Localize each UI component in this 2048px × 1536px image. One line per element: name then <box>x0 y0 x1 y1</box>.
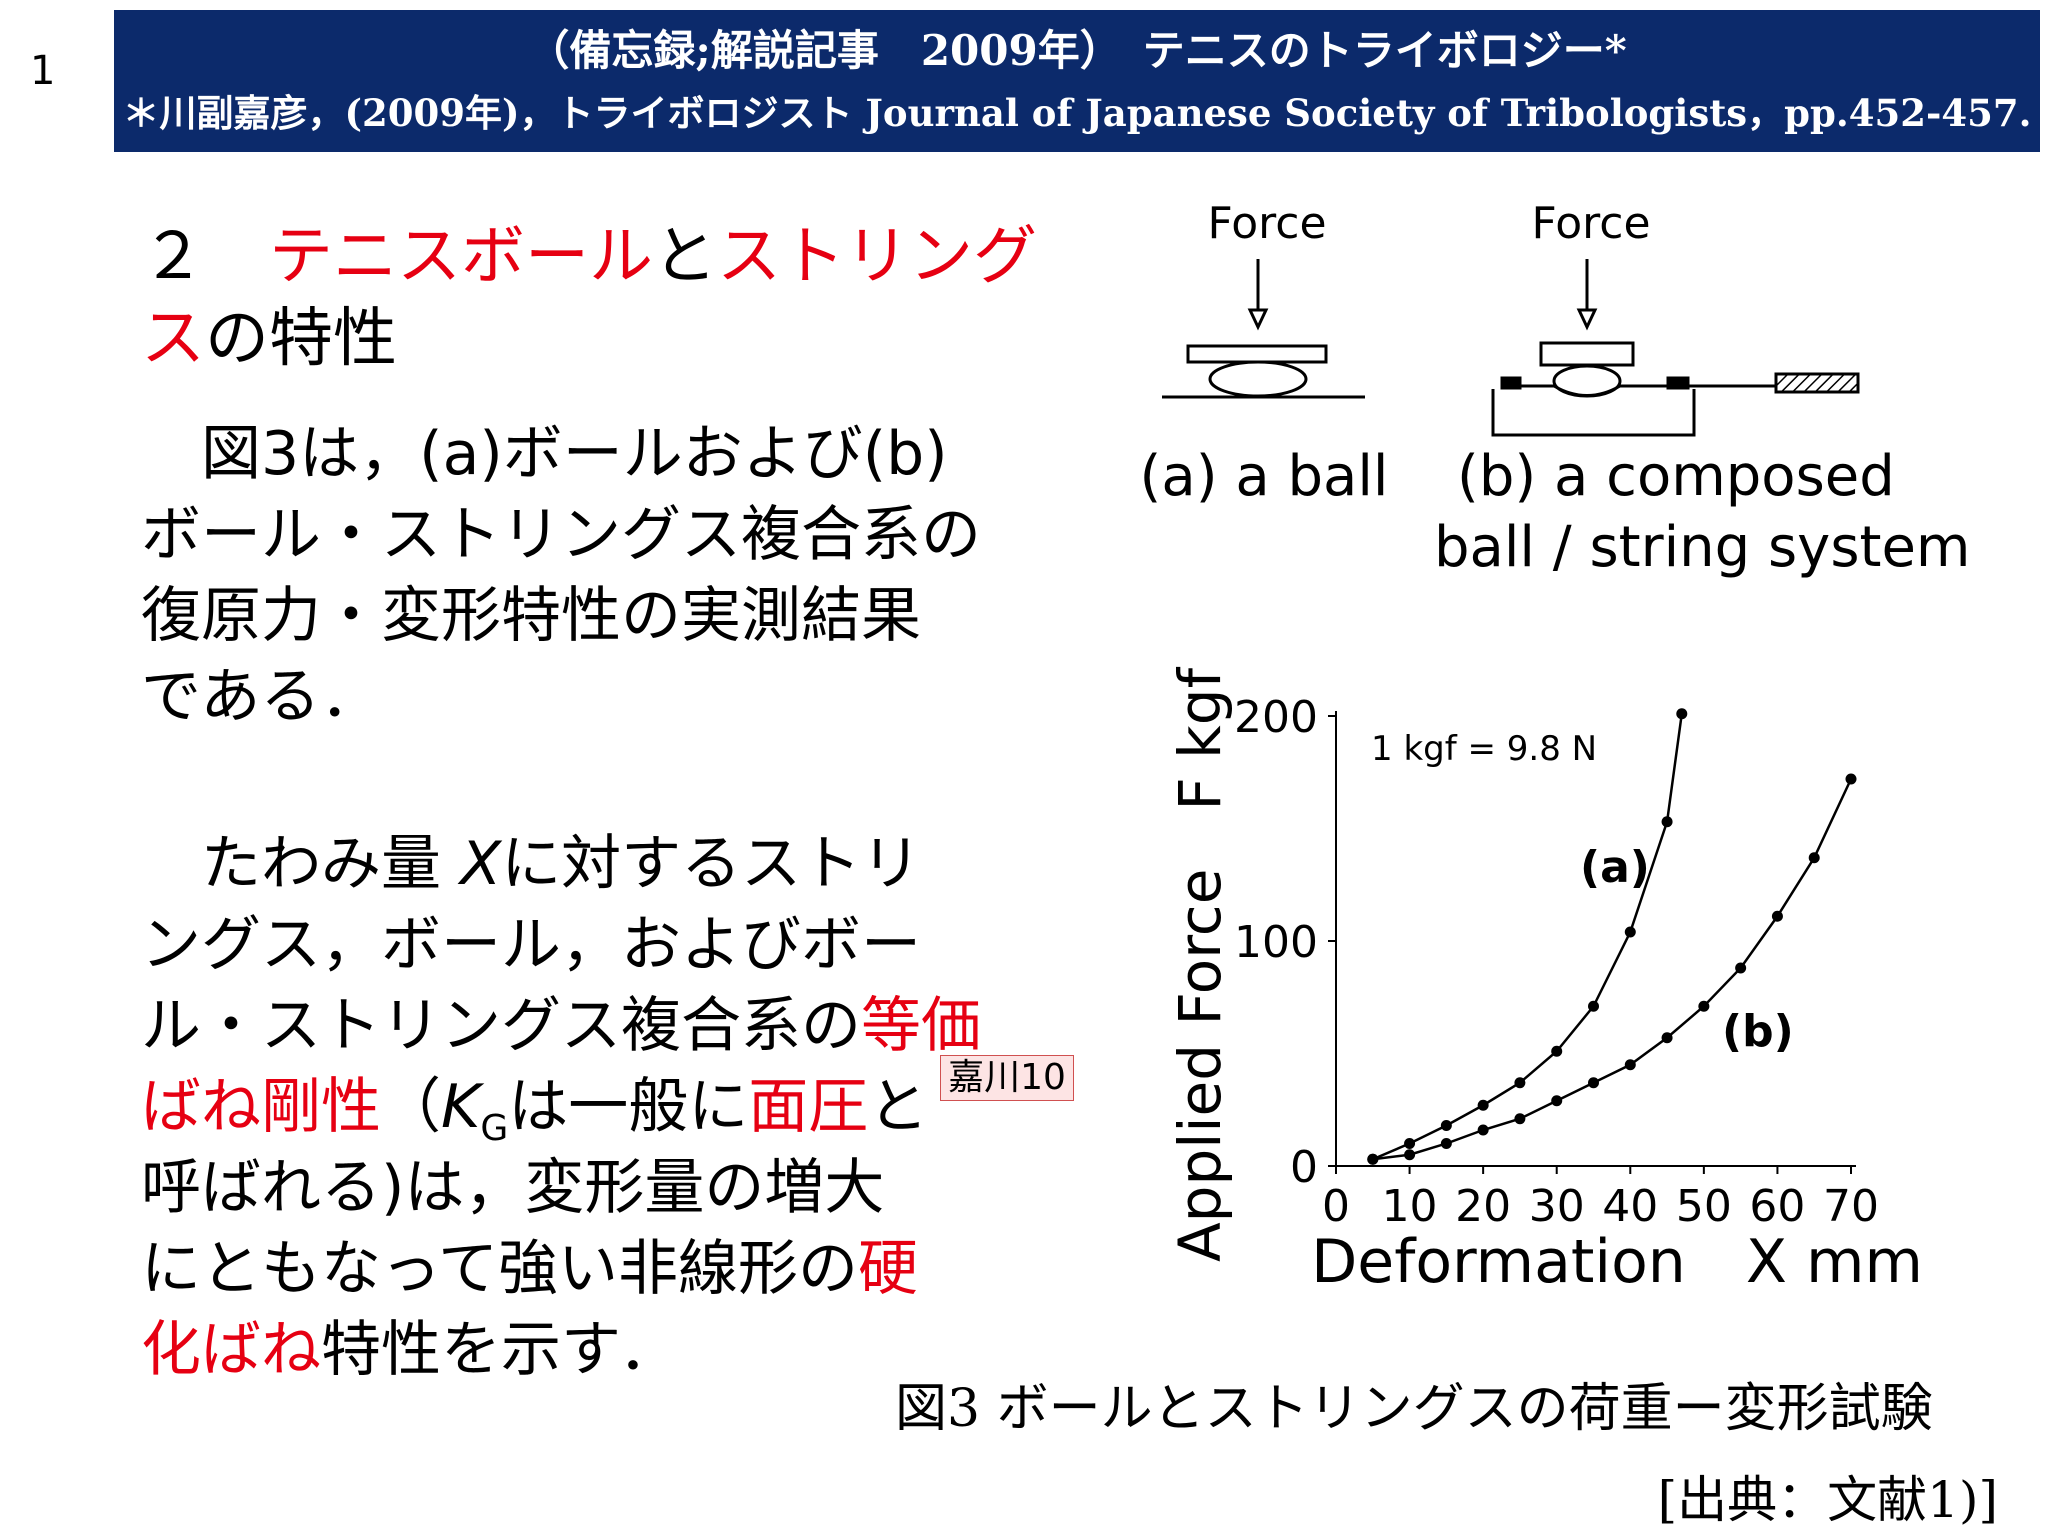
text-run: 呼ばれる)は，変形量の増大 <box>141 1153 885 1223</box>
series-line <box>1372 778 1853 1161</box>
data-point <box>1845 773 1857 785</box>
diagram-b <box>1491 259 1860 437</box>
text-run: である． <box>141 662 381 732</box>
data-point <box>1404 1138 1416 1149</box>
data-point <box>1367 1153 1379 1165</box>
data-point <box>1514 1113 1526 1125</box>
data-point <box>1588 1077 1599 1089</box>
text-run: ボール・ストリングス複合系の <box>141 500 981 570</box>
data-point <box>1661 1032 1673 1044</box>
x-tick-label: 10 <box>1382 1181 1438 1232</box>
x-tick-label: 0 <box>1322 1181 1350 1232</box>
x-tick-label: 30 <box>1529 1181 1585 1232</box>
diagram-label: ball / string system <box>1434 515 1970 580</box>
x-tick-label: 40 <box>1602 1181 1658 1232</box>
text-run: X <box>460 829 502 899</box>
paragraph-line: である． <box>141 648 380 735</box>
x-axis-label: Deformation X mm <box>1311 1227 1923 1297</box>
y-tick-label: 100 <box>1234 917 1318 968</box>
data-point <box>1477 1099 1489 1111</box>
force-label: Force <box>1531 198 1650 249</box>
text-run: と <box>868 1072 929 1142</box>
data-point <box>1808 852 1820 864</box>
data-point <box>1551 1095 1563 1107</box>
text-run: ばね剛性 <box>141 1072 381 1142</box>
annotation: (b) <box>1722 1006 1794 1057</box>
text-run: に対するストリ <box>501 829 922 899</box>
paragraph-line: たわみ量 Xに対するストリ <box>141 815 921 902</box>
text-run: 図3は，(a)ボールおよび(b) <box>141 419 948 489</box>
diagram-a <box>1162 259 1365 399</box>
text-run: 復原力・変形特性の実測結果 <box>141 581 921 651</box>
header-reference: ＊川副嘉彦，(2009年)，トライボロジスト Journal of Japane… <box>122 91 2032 135</box>
paragraph-line: ル・ストリングス複合系の等価 <box>141 977 981 1064</box>
text-run: 面圧 <box>748 1072 869 1142</box>
annotation: 1 kgf = 9.8 N <box>1371 729 1597 769</box>
text-run: の特性 <box>205 302 397 376</box>
data-point <box>1477 1124 1489 1136</box>
text-run: ストリング <box>717 220 1037 294</box>
text-run: ル・ストリングス複合系の <box>141 991 861 1061</box>
data-point <box>1514 1077 1526 1089</box>
paragraph-line: 化ばね特性を示す． <box>141 1301 679 1388</box>
text-run: 等価 <box>861 991 981 1061</box>
x-tick-label: 70 <box>1823 1181 1879 1232</box>
paragraph-line: にともなって強い非線形の硬 <box>141 1220 918 1307</box>
text-run: たわみ量 <box>141 829 461 899</box>
annotation: (a) <box>1580 842 1650 893</box>
slide-number: 1 <box>30 48 56 94</box>
data-point <box>1698 1000 1710 1012</box>
data-point <box>1624 926 1636 938</box>
paragraph-line: 図3は，(a)ボールおよび(b) <box>141 405 948 492</box>
data-point <box>1676 708 1688 720</box>
data-point <box>1551 1045 1563 1057</box>
text-run: ２ <box>141 220 269 294</box>
data-point <box>1661 816 1673 828</box>
chart: 0 10 20 30 40 50 60 70 0 100 200 Deformation X mm Ap… <box>1166 666 1923 1297</box>
paragraph-line: ばね剛性（KGは一般に面圧と <box>141 1058 928 1149</box>
y-tick-label: 200 <box>1234 692 1318 743</box>
text-run: 硬 <box>858 1234 918 1304</box>
figure-caption: 図3 ボールとストリングスの荷重ー変形試験 <box>895 1379 1933 1439</box>
text-run: テニスボール <box>269 220 653 294</box>
y-axis-label: Applied Force F kgf <box>1166 666 1234 1262</box>
text-run: K <box>441 1072 481 1142</box>
data-point <box>1440 1138 1452 1149</box>
diagram-label: (b) a composed <box>1457 444 1895 509</box>
data-point <box>1404 1149 1416 1161</box>
data-point <box>1624 1059 1636 1071</box>
header: （備忘録;解説記事 2009年） テニスのトライボロジー* ＊川副嘉彦，(200… <box>114 10 2040 152</box>
data-point <box>1440 1120 1452 1131</box>
text-run: G <box>480 1108 509 1149</box>
text-run: は一般に <box>508 1072 749 1142</box>
text-run: にともなって強い非線形の <box>141 1234 858 1304</box>
heading-line: ２ テニスボールとストリング <box>141 205 1037 297</box>
comment-note: 嘉川10 <box>940 1055 1074 1101</box>
diagram-label: (a) a ball <box>1140 444 1389 509</box>
x-tick-label: 20 <box>1455 1181 1511 1232</box>
text-run: 特性を示す． <box>321 1315 679 1385</box>
text-run: ングス，ボール，およびボー <box>141 910 921 980</box>
heading-line: スの特性 <box>141 287 397 379</box>
header-title: （備忘録;解説記事 2009年） テニスのトライボロジー* <box>527 26 1627 75</box>
text-run: と <box>653 220 717 294</box>
paragraph-line: 呼ばれる)は，変形量の増大 <box>141 1139 884 1226</box>
data-point <box>1735 962 1747 974</box>
data-point <box>1588 1000 1599 1012</box>
paragraph-line: ボール・ストリングス複合系の <box>141 486 981 573</box>
paragraph-line: ングス，ボール，およびボー <box>141 896 921 983</box>
force-label: Force <box>1207 198 1326 249</box>
x-tick-label: 60 <box>1749 1181 1805 1232</box>
x-tick-label: 50 <box>1676 1181 1732 1232</box>
text-run: ス <box>141 302 205 376</box>
text-run: （ <box>381 1072 441 1142</box>
y-tick-label: 0 <box>1290 1142 1318 1193</box>
series-line <box>1372 713 1684 1161</box>
text-run: 化ばね <box>141 1315 321 1385</box>
paragraph-line: 復原力・変形特性の実測結果 <box>141 567 921 654</box>
data-point <box>1771 910 1783 922</box>
figure-source: [出典：文献1)] <box>1657 1471 1998 1529</box>
